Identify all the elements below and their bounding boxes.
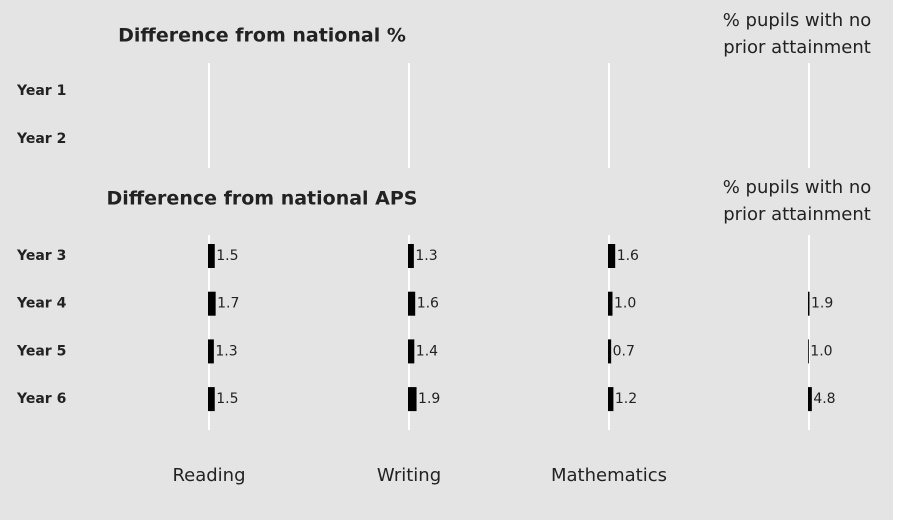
value-label: 1.7	[217, 296, 239, 312]
bar	[808, 387, 812, 412]
value-label: 1.0	[810, 343, 832, 359]
value-label: 1.5	[216, 391, 238, 407]
row-label: Year 6	[16, 391, 66, 407]
row-label: Year 4	[16, 296, 67, 312]
value-label: 1.9	[418, 391, 440, 407]
value-label: 1.6	[417, 296, 439, 312]
value-label: 1.4	[416, 343, 438, 359]
column-label: Writing	[377, 465, 441, 486]
value-label: 4.8	[813, 391, 835, 407]
section-title: Difference from national APS	[107, 188, 418, 210]
bar	[608, 244, 616, 268]
bar	[608, 291, 613, 316]
value-label: 1.3	[415, 248, 437, 264]
row-label: Year 2	[16, 131, 66, 147]
row-label: Year 3	[16, 248, 66, 264]
bar	[408, 244, 414, 268]
value-label: 1.5	[216, 248, 238, 264]
value-label: 1.6	[617, 248, 639, 264]
bar	[208, 339, 214, 364]
bar	[208, 244, 215, 268]
bar	[208, 291, 216, 316]
value-label: 1.0	[614, 296, 636, 312]
column-note: % pupils with no prior attainment	[722, 10, 872, 58]
bar	[608, 339, 612, 364]
row-label: Year 1	[16, 83, 66, 99]
bar	[608, 387, 614, 412]
bar	[408, 339, 415, 364]
value-label: 1.3	[215, 343, 237, 359]
column-label: Reading	[172, 465, 245, 486]
bar	[208, 387, 215, 412]
row-label: Year 5	[16, 343, 66, 359]
value-label: 0.7	[613, 343, 635, 359]
value-label: 1.9	[811, 296, 833, 312]
value-label: 1.2	[615, 391, 637, 407]
bar	[808, 291, 810, 316]
bar	[408, 387, 417, 412]
column-label: Mathematics	[551, 465, 667, 486]
section-title: Difference from national %	[118, 25, 406, 47]
column-note: % pupils with no prior attainment	[722, 177, 872, 225]
bar	[808, 339, 809, 364]
bar	[408, 291, 416, 316]
